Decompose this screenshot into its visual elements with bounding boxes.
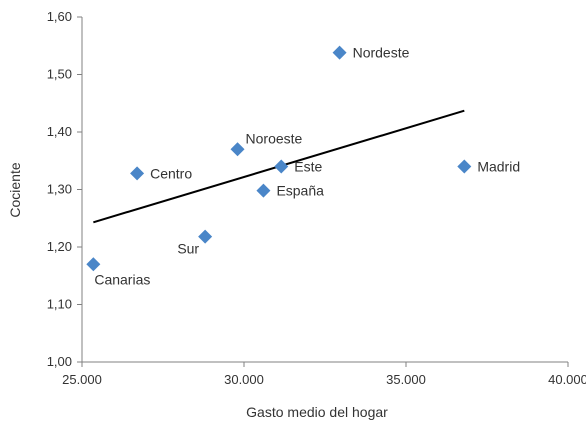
data-point-label: España: [276, 183, 324, 199]
data-point-label: Canarias: [94, 271, 150, 287]
data-point-marker: [332, 45, 347, 60]
data-point-marker: [130, 166, 145, 181]
y-tick-label: 1,50: [47, 67, 72, 82]
data-point-marker: [457, 159, 472, 174]
data-point-label: Madrid: [477, 159, 520, 175]
y-axis-title: Cociente: [7, 162, 23, 217]
y-tick-label: 1,40: [47, 124, 72, 139]
y-tick-label: 1,20: [47, 239, 72, 254]
x-tick-label: 30.000: [224, 372, 264, 387]
data-point-label: Nordeste: [353, 45, 410, 61]
y-tick-label: 1,00: [47, 354, 72, 369]
axes: [81, 17, 568, 363]
data-point-label: Sur: [177, 241, 199, 257]
y-tick-label: 1,10: [47, 297, 72, 312]
data-point-marker: [86, 257, 101, 272]
data-point-label: Este: [294, 159, 322, 175]
data-point-marker: [256, 183, 271, 198]
data-points: Nordeste Madrid Noroeste Este Centro España Su…: [86, 45, 520, 287]
data-point-label: Centro: [150, 165, 192, 181]
data-point-marker: [274, 159, 289, 174]
x-axis-title: Gasto medio del hogar: [246, 404, 388, 420]
y-tick-label: 1,60: [47, 9, 72, 24]
x-tick-label: 35.000: [386, 372, 426, 387]
data-point-marker: [230, 142, 245, 157]
data-point-label: Noroeste: [246, 130, 303, 146]
y-tick-label: 1,30: [47, 182, 72, 197]
data-point-marker: [198, 229, 213, 244]
x-tick-label: 25.000: [62, 372, 102, 387]
x-tick-label: 40.000: [548, 372, 586, 387]
x-ticks: 25.000 30.000 35.000 40.000: [62, 362, 586, 387]
y-ticks: 1,00 1,10 1,20 1,30 1,40 1,50 1,60: [47, 9, 82, 369]
